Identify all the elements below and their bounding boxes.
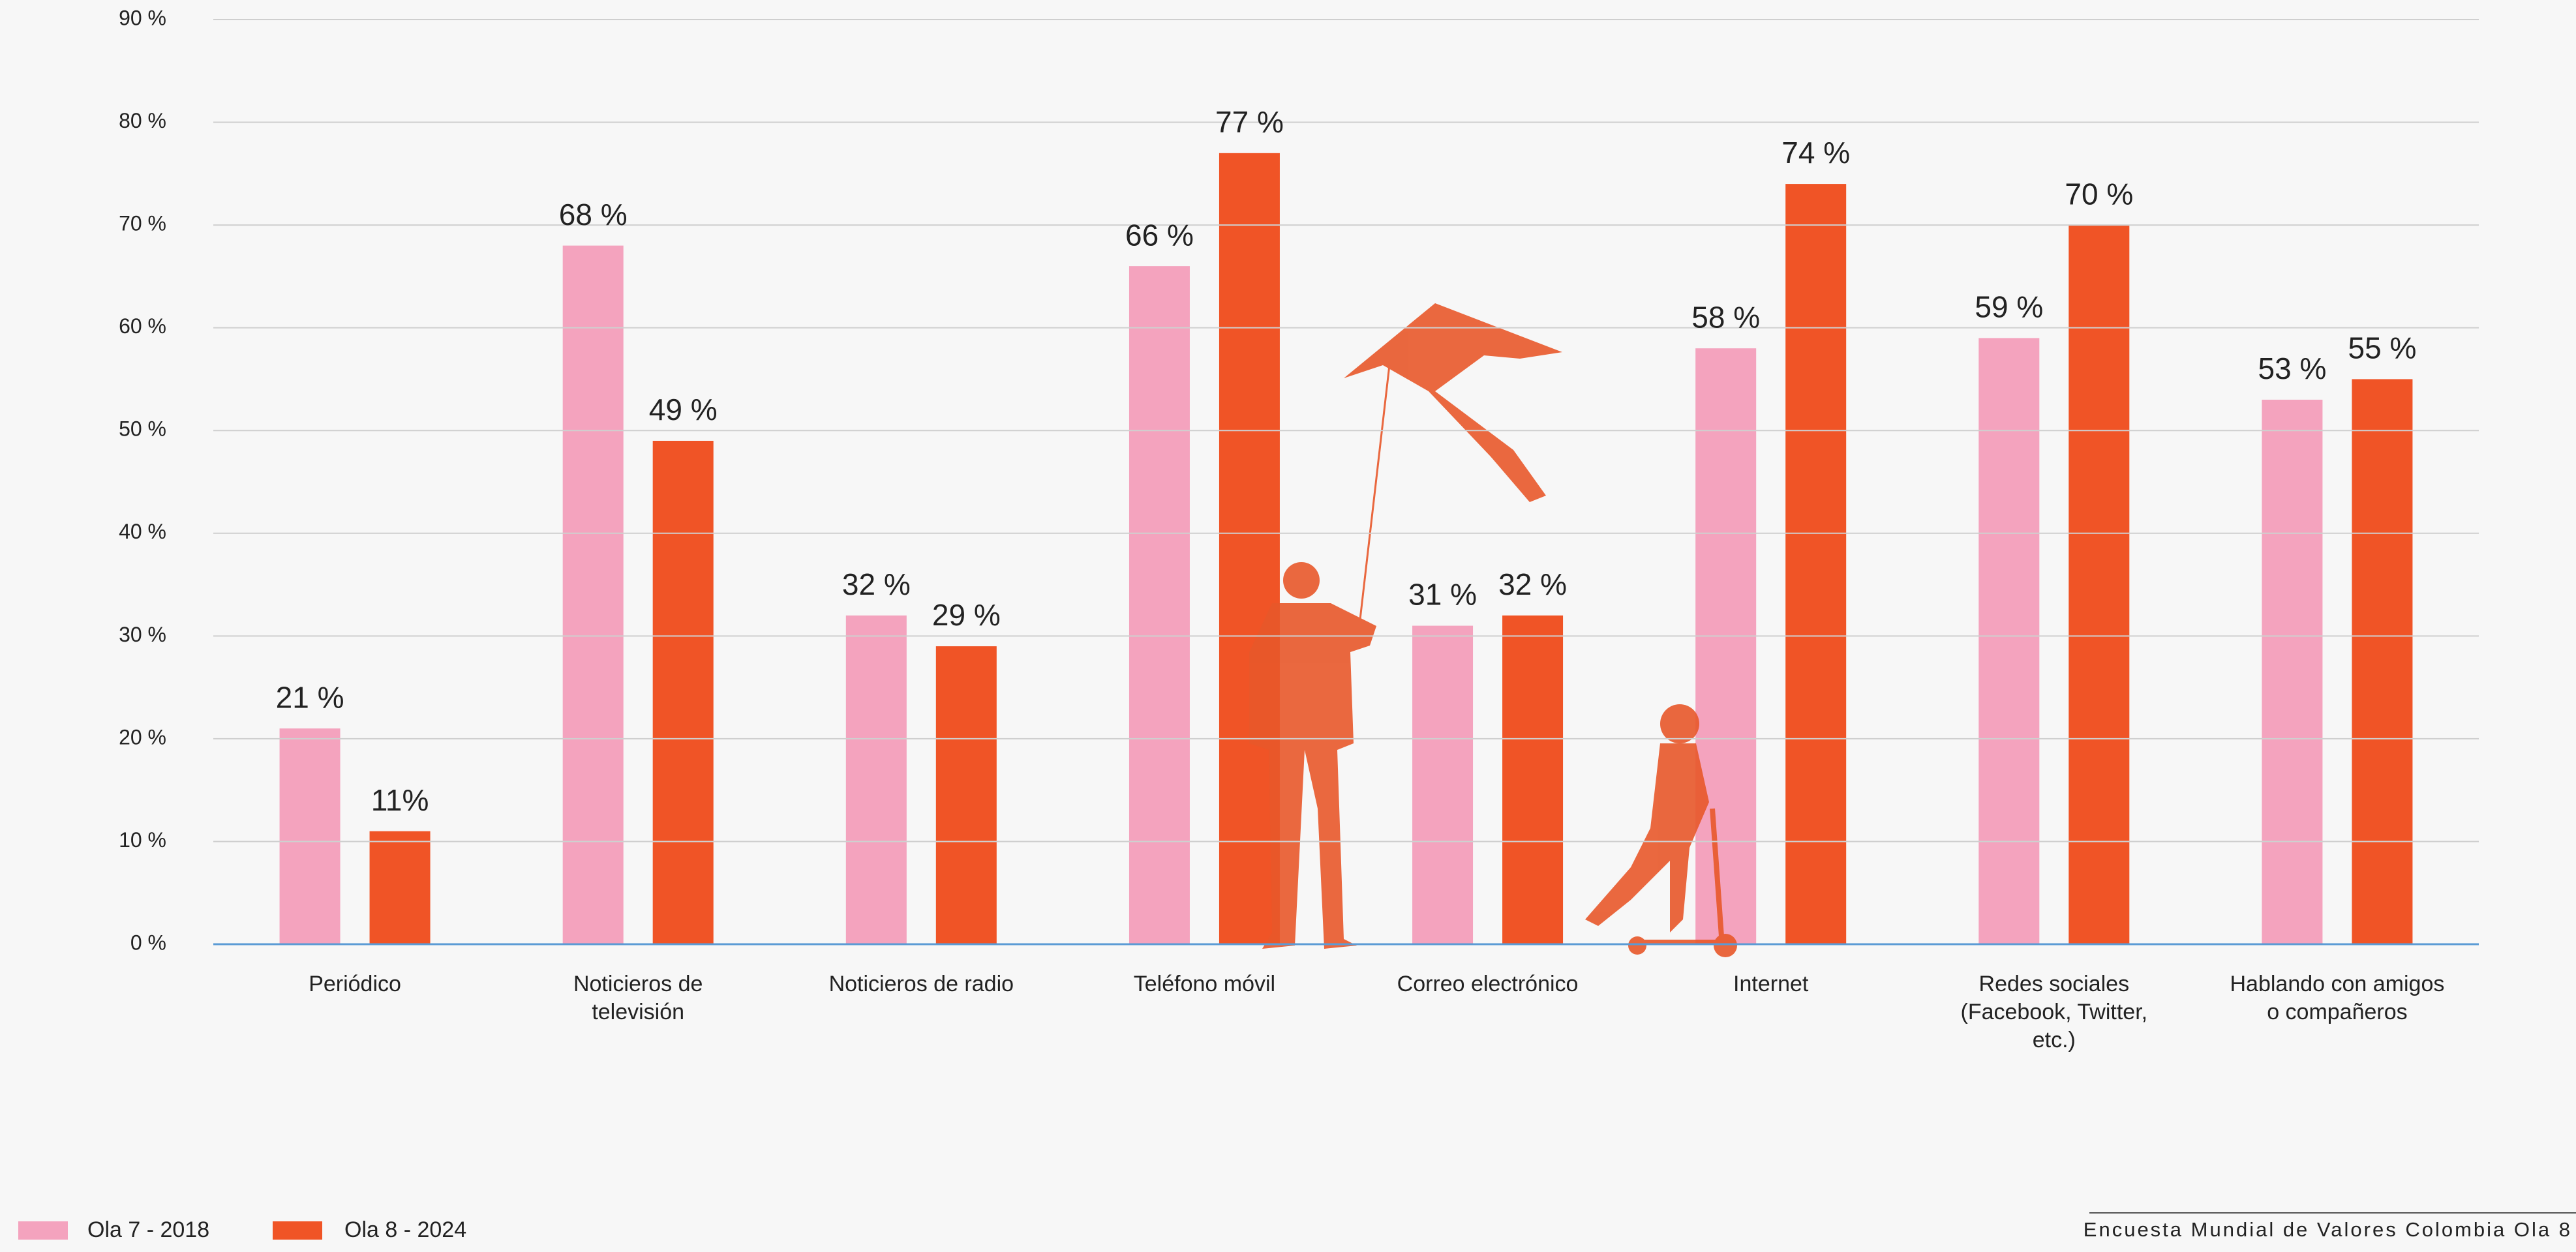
y-tick-label: 70 % [119, 212, 166, 235]
bar [1785, 184, 1847, 945]
bar [2262, 399, 2323, 944]
bar [1219, 153, 1280, 944]
x-tick-label: Hablando con amigos o compañeros [2230, 972, 2445, 1024]
x-tick-label: Internet [1733, 972, 1809, 996]
bar [1502, 615, 1564, 944]
value-label: 29 % [932, 598, 1001, 632]
source-note: Encuesta Mundial de Valores Colombia Ola… [2083, 1218, 2572, 1241]
y-tick-label: 60 % [119, 314, 166, 338]
y-tick-label: 30 % [119, 623, 166, 646]
value-label: 32 % [842, 567, 911, 601]
bar [279, 728, 341, 944]
legend-label: Ola 7 - 2018 [87, 1217, 210, 1242]
bar [1129, 266, 1190, 945]
illustration [1249, 303, 1737, 957]
bar [369, 831, 431, 944]
footer-rule [2089, 1212, 2576, 1214]
y-tick-label: 90 % [119, 6, 166, 29]
legend-label: Ola 8 - 2024 [344, 1217, 467, 1242]
bar [562, 245, 624, 945]
y-tick-label: 80 % [119, 109, 166, 132]
x-tick-label: Teléfono móvil [1133, 972, 1276, 996]
value-label: 21 % [276, 680, 344, 714]
x-tick-label: Redes sociales (Facebook, Twitter, etc.) [1960, 972, 2148, 1052]
x-tick-label: Periódico [309, 972, 401, 996]
y-tick-label: 10 % [119, 828, 166, 852]
bars [279, 153, 2413, 945]
bar [2352, 379, 2413, 944]
value-label: 11% [371, 783, 429, 817]
bar [845, 615, 907, 944]
value-label: 68 % [559, 198, 628, 231]
value-label: 59 % [1975, 290, 2043, 324]
y-tick-label: 0 % [130, 931, 166, 954]
value-label: 31 % [1408, 578, 1477, 612]
grid [213, 19, 2479, 842]
y-tick-label: 20 % [119, 725, 166, 749]
bar [1412, 625, 1474, 944]
value-label: 53 % [2258, 351, 2327, 385]
bar [652, 440, 714, 944]
value-label: 49 % [649, 393, 718, 426]
value-label: 55 % [2348, 331, 2417, 365]
legend-swatch [273, 1221, 322, 1240]
bar [935, 646, 997, 944]
x-tick-label: Noticieros de radio [828, 972, 1014, 996]
value-label: 70 % [2065, 177, 2133, 211]
x-tick-label: Noticieros de televisión [573, 972, 703, 1024]
value-label: 74 % [1781, 136, 1850, 170]
y-tick-label: 50 % [119, 417, 166, 441]
legend-swatch [18, 1221, 68, 1240]
value-label: 32 % [1498, 567, 1567, 601]
y-tick-label: 40 % [119, 520, 166, 543]
bar [1978, 338, 2040, 944]
value-label: 58 % [1691, 300, 1760, 334]
value-label: 77 % [1215, 105, 1284, 139]
bar [1695, 348, 1757, 944]
value-label: 66 % [1125, 218, 1194, 252]
x-tick-label: Correo electrónico [1397, 972, 1579, 996]
bar [2068, 225, 2130, 945]
